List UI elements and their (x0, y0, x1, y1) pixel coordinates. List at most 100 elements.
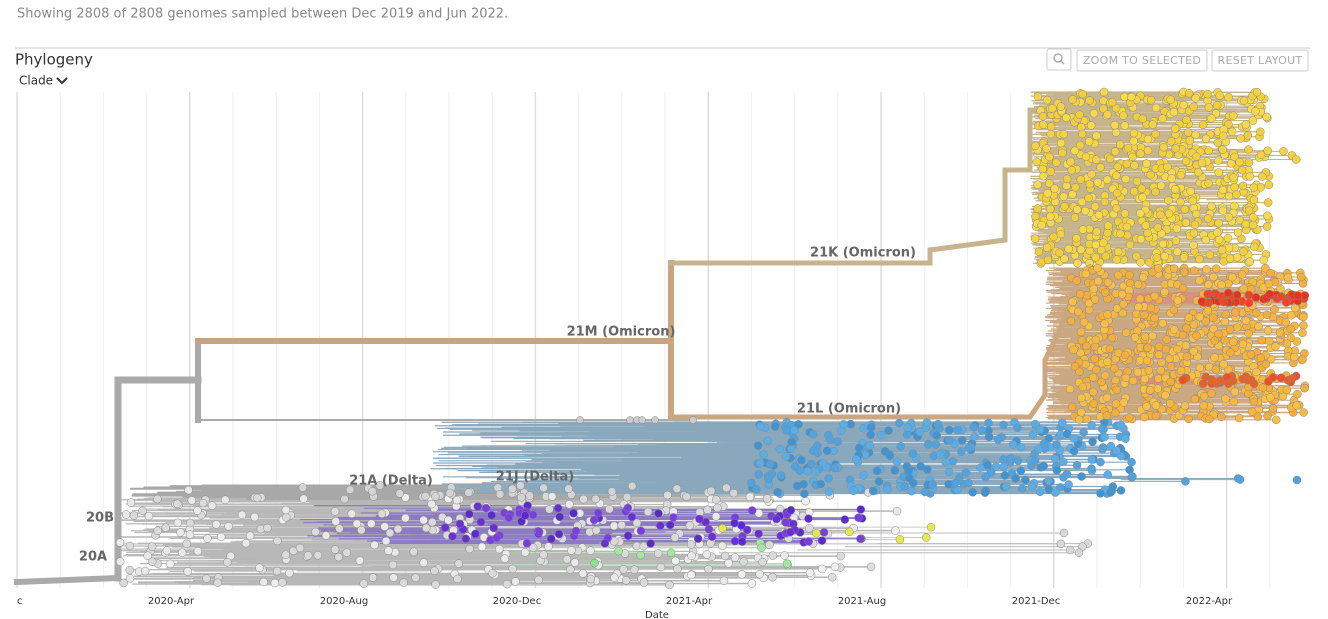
tip (1130, 333, 1140, 342)
tip (1221, 394, 1230, 404)
tip (840, 515, 850, 524)
tip (1091, 253, 1100, 262)
tip (773, 487, 782, 497)
tip (1089, 109, 1099, 118)
tip (718, 524, 727, 533)
tip (1185, 136, 1195, 145)
tip (745, 492, 755, 502)
tip (1232, 290, 1242, 300)
tip (1111, 103, 1121, 113)
tip (492, 533, 501, 543)
tip (1119, 111, 1128, 120)
tip (567, 546, 576, 555)
tip (1140, 412, 1149, 422)
tip (1156, 210, 1165, 220)
tip (539, 483, 548, 493)
tip (1264, 279, 1274, 289)
tip (1056, 539, 1066, 549)
tip (643, 507, 653, 517)
tip (1293, 291, 1302, 300)
color-by[interactable]: Clade (19, 74, 53, 88)
tip (1220, 336, 1230, 345)
tip (173, 499, 182, 509)
tip (553, 503, 563, 513)
tip (1133, 367, 1143, 377)
branch (114, 376, 202, 582)
tip (1082, 341, 1091, 351)
dropdown-chevron[interactable] (56, 77, 68, 85)
reset-layout-label[interactable]: RESET LAYOUT (1218, 54, 1303, 67)
tip (1084, 137, 1094, 146)
tip (980, 488, 990, 497)
tip (1146, 95, 1156, 105)
tip (1220, 317, 1230, 326)
tip (1143, 134, 1153, 144)
tip (335, 524, 344, 533)
tip (1090, 295, 1100, 304)
tip (1121, 328, 1131, 337)
tip (554, 529, 564, 539)
tip (1103, 110, 1112, 119)
tip (1180, 401, 1190, 410)
tip (1102, 411, 1112, 420)
tip (824, 487, 834, 496)
tip (896, 442, 906, 451)
tip (1072, 205, 1082, 214)
tip (1052, 465, 1062, 475)
tip (653, 549, 663, 558)
tip (367, 519, 376, 528)
tip (1166, 377, 1175, 386)
zoom-selected-label[interactable]: ZOOM TO SELECTED (1083, 54, 1201, 67)
zoom-button[interactable] (1046, 48, 1072, 71)
tip (1212, 100, 1222, 110)
tip (428, 517, 437, 527)
tip (1184, 88, 1194, 98)
tip (340, 494, 349, 504)
tip (876, 430, 886, 440)
reset-layout-button[interactable] (1211, 49, 1309, 72)
tip (153, 494, 162, 504)
tip (1300, 383, 1309, 393)
tip (1153, 223, 1163, 232)
tip (737, 569, 747, 579)
tip (768, 572, 777, 582)
tip (983, 460, 992, 470)
tip (1062, 174, 1072, 184)
tip (957, 447, 966, 456)
tip (622, 492, 632, 502)
tip (355, 556, 365, 565)
tip (125, 574, 135, 583)
tip (1112, 255, 1121, 264)
tip (331, 517, 341, 526)
tip (1076, 245, 1086, 254)
tip (1292, 475, 1302, 485)
tip (1128, 472, 1137, 481)
tip (807, 459, 816, 469)
tip (125, 541, 135, 551)
clade-label: 21J (Delta) (496, 470, 574, 485)
tip (1226, 348, 1235, 357)
tip (811, 467, 820, 477)
tip (957, 436, 967, 445)
tip (1204, 146, 1213, 155)
tip (1195, 254, 1204, 264)
tip (1092, 365, 1101, 375)
tip (138, 506, 147, 515)
tip (1091, 240, 1101, 250)
zoom-selected-button[interactable] (1076, 49, 1208, 72)
tip (1249, 397, 1259, 407)
tip (1215, 376, 1225, 385)
tip (401, 513, 410, 523)
tip (1134, 302, 1143, 312)
tip (1132, 252, 1141, 261)
tip (1070, 146, 1080, 156)
tip (1112, 204, 1121, 213)
tip (1056, 138, 1066, 148)
tip (453, 574, 462, 584)
tip (747, 579, 757, 588)
tip (1107, 97, 1117, 107)
tip (1064, 244, 1073, 254)
tip (805, 523, 814, 533)
tip (1230, 387, 1240, 397)
tip (1189, 320, 1199, 329)
